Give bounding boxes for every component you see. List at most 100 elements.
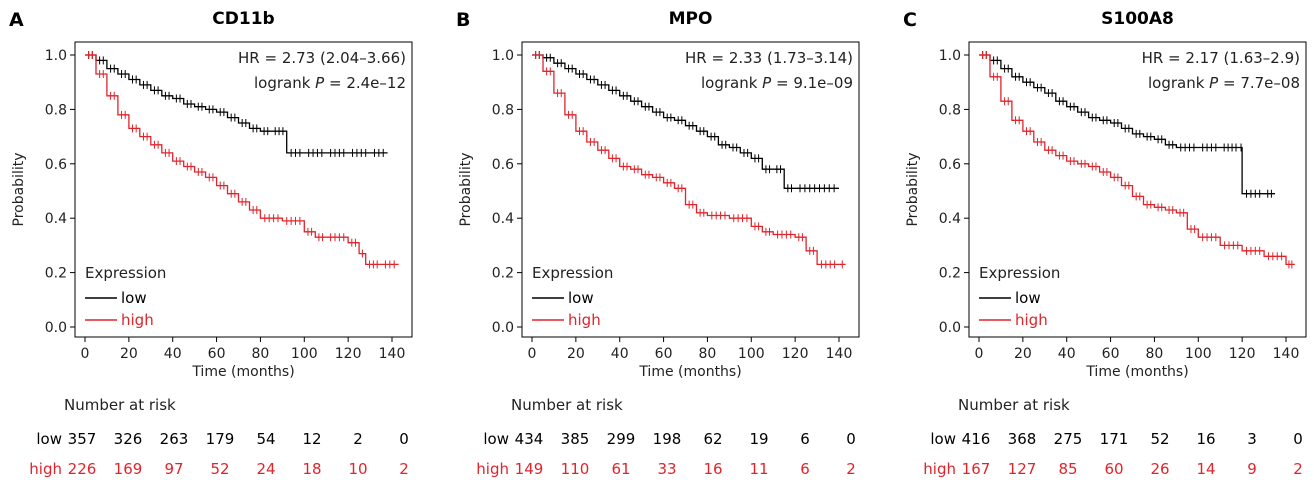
- risk-high-value: 226: [68, 460, 97, 478]
- x-axis-label: Time (months): [638, 364, 741, 380]
- x-tick-label: 40: [164, 346, 182, 362]
- censor-marks-low: [88, 51, 384, 157]
- x-tick-label: 0: [975, 346, 984, 362]
- risk-low-value: 275: [1054, 430, 1083, 448]
- logrank-value: = 7.7e–08: [1218, 74, 1300, 92]
- panel-letter: B: [456, 9, 470, 31]
- legend-label-low: low: [121, 289, 147, 307]
- km-curve-high: [979, 54, 1295, 266]
- x-tick-label: 140: [826, 346, 853, 362]
- plot-frame: [521, 41, 860, 338]
- risk-low-value: 198: [653, 430, 682, 448]
- logrank-prefix: logrank: [254, 74, 315, 92]
- logrank-prefix: logrank: [701, 74, 762, 92]
- risk-high-value: 6: [800, 460, 810, 478]
- x-tick-label: 100: [1185, 346, 1212, 362]
- risk-low-value: 52: [1150, 430, 1169, 448]
- hr-annotation: HR = 2.33 (1.73–3.14): [685, 49, 853, 67]
- risk-low-value: 3: [1247, 430, 1257, 448]
- legend-label-high: high: [1015, 311, 1048, 329]
- legend-label-low: low: [568, 289, 594, 307]
- x-tick-label: 120: [782, 346, 809, 362]
- x-tick-label: 40: [611, 346, 629, 362]
- y-tick-label: 0.2: [45, 266, 67, 282]
- y-axis-label: Probability: [458, 152, 474, 226]
- legend-title: Expression: [85, 264, 166, 282]
- risk-title: Number at risk: [64, 396, 176, 414]
- logrank-prefix: logrank: [1148, 74, 1209, 92]
- censor-marks-high: [88, 51, 395, 269]
- risk-high-value: 24: [256, 460, 275, 478]
- panel-letter: C: [903, 9, 917, 31]
- x-tick-label: 120: [335, 346, 362, 362]
- panel-title: MPO: [669, 9, 713, 29]
- logrank-annotation: logrank P = 7.7e–08: [1148, 74, 1300, 92]
- x-tick-label: 120: [1229, 346, 1256, 362]
- km-curve-high: [532, 54, 846, 266]
- logrank-p-symbol: P: [762, 74, 772, 92]
- km-curve-high: [85, 54, 399, 266]
- risk-low-value: 357: [68, 430, 97, 448]
- y-tick-label: 0.4: [939, 211, 961, 227]
- y-tick-label: 0.8: [45, 102, 67, 118]
- y-tick-label: 1.0: [939, 48, 961, 64]
- censor-marks-high: [982, 51, 1293, 269]
- risk-high-value: 2: [846, 460, 856, 478]
- risk-high-value: 33: [657, 460, 676, 478]
- logrank-annotation: logrank P = 9.1e–09: [701, 74, 853, 92]
- risk-high-value: 110: [561, 460, 590, 478]
- risk-low-value: 416: [962, 430, 991, 448]
- x-tick-label: 140: [379, 346, 406, 362]
- censor-marks-low: [982, 51, 1272, 198]
- legend-label-high: high: [121, 311, 154, 329]
- y-tick-label: 0.2: [939, 266, 961, 282]
- y-tick-label: 1.0: [45, 48, 67, 64]
- risk-high-value: 61: [611, 460, 630, 478]
- x-tick-label: 60: [208, 346, 226, 362]
- risk-row-label-high: high: [29, 460, 62, 478]
- risk-high-value: 97: [164, 460, 183, 478]
- risk-row-label-low: low: [483, 430, 509, 448]
- risk-low-value: 326: [114, 430, 143, 448]
- y-tick-label: 0.0: [492, 320, 514, 336]
- risk-high-value: 9: [1247, 460, 1257, 478]
- km-curve-low: [85, 54, 388, 154]
- risk-high-value: 2: [399, 460, 409, 478]
- risk-low-value: 19: [749, 430, 768, 448]
- risk-row-label-low: low: [36, 430, 62, 448]
- y-axis-label: Probability: [905, 152, 921, 226]
- hr-annotation: HR = 2.73 (2.04–3.66): [238, 49, 406, 67]
- x-tick-label: 80: [699, 346, 717, 362]
- y-tick-label: 0.4: [492, 211, 514, 227]
- risk-high-value: 11: [749, 460, 768, 478]
- risk-low-value: 299: [607, 430, 636, 448]
- hr-annotation: HR = 2.17 (1.63–2.9): [1142, 49, 1300, 67]
- logrank-value: = 2.4e–12: [324, 74, 406, 92]
- risk-low-value: 54: [256, 430, 275, 448]
- x-tick-label: 20: [567, 346, 585, 362]
- risk-low-value: 16: [1196, 430, 1215, 448]
- x-axis-label: Time (months): [1085, 364, 1188, 380]
- logrank-value: = 9.1e–09: [771, 74, 853, 92]
- y-tick-label: 0.6: [45, 157, 67, 173]
- y-tick-label: 0.0: [939, 320, 961, 336]
- risk-low-value: 62: [703, 430, 722, 448]
- risk-title: Number at risk: [958, 396, 1070, 414]
- risk-row-label-high: high: [923, 460, 956, 478]
- x-tick-label: 80: [252, 346, 270, 362]
- x-tick-label: 60: [1102, 346, 1120, 362]
- risk-low-value: 263: [160, 430, 189, 448]
- risk-high-value: 10: [348, 460, 367, 478]
- x-tick-label: 140: [1273, 346, 1300, 362]
- x-tick-label: 0: [528, 346, 537, 362]
- y-tick-label: 0.6: [492, 157, 514, 173]
- panel-letter: A: [9, 9, 24, 31]
- y-tick-label: 0.8: [492, 102, 514, 118]
- km-curve-low: [979, 54, 1275, 195]
- y-tick-label: 0.0: [45, 320, 67, 336]
- risk-low-value: 0: [399, 430, 409, 448]
- logrank-p-symbol: P: [1209, 74, 1219, 92]
- risk-low-value: 434: [515, 430, 544, 448]
